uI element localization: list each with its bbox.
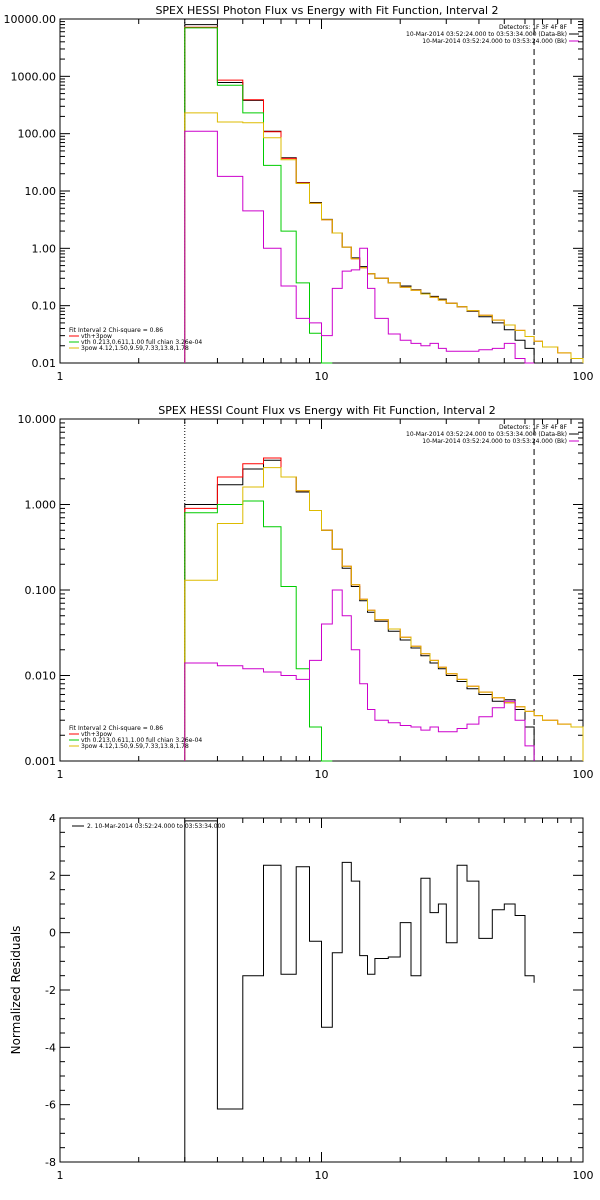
legend-entry: Fit Interval 2 Chi-square = 0.86 (69, 725, 163, 732)
legend-entry: Fit Interval 2 Chi-square = 0.86 (69, 327, 163, 334)
series-line-1 (184, 26, 584, 363)
legend-entry: Detectors: 1F 3F 4F 8F (499, 24, 568, 31)
legend-entry: 3pow 4.12,1.50,9.59,7.33,13.8,1.78 (81, 345, 189, 352)
y-tick-labels: 4 2 0 -2 -4 -6 -8 (45, 812, 56, 1169)
series-line-2 (184, 500, 333, 762)
panel-title: SPEX HESSI Count Flux vs Energy with Fit… (158, 404, 495, 417)
y-tick-label: 10000.00 (4, 13, 57, 26)
legend-entry: Detectors: 1F 3F 4F 8F (499, 424, 568, 431)
y-tick-label: 0.10 (32, 300, 57, 313)
residuals-panel: Normalized Residuals 420-2-4-6-8 1 10 100 … (9, 812, 594, 1182)
series-line-4 (184, 589, 535, 761)
x-tick-label: 100 (573, 768, 594, 781)
x-tick-label: 100 (573, 370, 594, 383)
y-tick-label: -4 (45, 1041, 56, 1054)
series-line-0 (184, 24, 535, 363)
y-tick-label: 0.001 (25, 755, 57, 768)
x-tick-label: 1 (57, 768, 64, 781)
x-tick-label: 100 (573, 1169, 594, 1182)
y-tick-labels: 10000.00 1000.00 100.00 10.00 1.00 0.10 0.01 (4, 13, 57, 370)
series-line-2 (184, 27, 333, 364)
y-axis-label: Normalized Residuals (9, 926, 23, 1055)
series-line-3 (184, 112, 584, 363)
y-tick-labels: 10.000 1.000 0.100 0.010 0.001 (18, 413, 57, 768)
x-tick-label: 10 (315, 370, 329, 383)
legend-entry: 10-Mar-2014 03:52:24.000 to 03:53:34.000… (406, 431, 567, 438)
y-tick-label: 1.00 (32, 242, 57, 255)
series-line-0 (184, 820, 535, 1162)
panel-title: SPEX HESSI Photon Flux vs Energy with Fi… (155, 4, 498, 17)
x-tick-labels: 1 10 100 (57, 768, 594, 781)
y-tick-label: 10.000 (18, 413, 57, 426)
legend-entry: vth+3pow (81, 333, 112, 340)
legend-entry: vth 0.213,0.611,1.00 full chian 3.26e-04 (81, 737, 202, 744)
legend-entry: 10-Mar-2014 03:52:24.000 to 03:53:24.000… (422, 38, 567, 45)
y-tick-label: 1000.00 (11, 70, 57, 83)
x-tick-labels: 1 10 100 (57, 370, 594, 383)
series-layer (184, 24, 584, 364)
legend-entry: vth+3pow (81, 731, 112, 738)
series-line-0 (184, 459, 535, 761)
legend-entry: 10-Mar-2014 03:52:24.000 to 03:53:34.000… (406, 31, 567, 38)
series-line-4 (184, 130, 535, 364)
legend-entry: 3pow 4.12,1.50,9.59,7.33,13.8,1.78 (81, 743, 189, 750)
legend-bottom: Fit Interval 2 Chi-square = 0.86vth+3pow… (69, 327, 202, 352)
series-line-1 (184, 457, 584, 761)
legend-bottom: Fit Interval 2 Chi-square = 0.86vth+3pow… (69, 725, 202, 750)
y-tick-label: 0 (49, 927, 56, 940)
reference-lines (184, 19, 535, 363)
legend-entry: vth 0.213,0.611,1.00 full chian 3.26e-04 (81, 339, 202, 346)
x-tick-label: 10 (315, 768, 329, 781)
x-tick-label: 10 (315, 1169, 329, 1182)
plot-frame (59, 18, 584, 364)
y-tick-label: -2 (45, 984, 56, 997)
y-tick-label: 2 (49, 869, 56, 882)
y-tick-label: 0.010 (25, 670, 57, 683)
y-tick-label: 1.000 (25, 499, 57, 512)
series-layer (184, 820, 535, 1162)
legend-entry: 10-Mar-2014 03:52:24.000 to 03:53:24.000… (422, 438, 567, 445)
y-tick-label: -6 (45, 1099, 56, 1112)
plot-frame (59, 418, 584, 762)
legend-entry: 2. 10-Mar-2014 03:52:24.000 to 03:53:34.… (87, 823, 225, 830)
x-tick-label: 1 (57, 1169, 64, 1182)
series-line-3 (184, 467, 584, 761)
tick-marks (59, 418, 584, 762)
series-layer (184, 457, 584, 762)
y-tick-label: 100.00 (18, 128, 57, 141)
y-tick-label: 10.00 (25, 185, 57, 198)
legend-top: 2. 10-Mar-2014 03:52:24.000 to 03:53:34.… (72, 823, 225, 830)
count-flux-panel: SPEX HESSI Count Flux vs Energy with Fit… (18, 404, 594, 781)
y-tick-label: 4 (49, 812, 56, 825)
y-tick-label: 0.100 (25, 584, 57, 597)
y-tick-label: 0.01 (32, 357, 57, 370)
x-tick-labels: 1 10 100 (57, 1169, 594, 1182)
photon-flux-panel: SPEX HESSI Photon Flux vs Energy with Fi… (4, 4, 594, 383)
x-tick-label: 1 (57, 370, 64, 383)
y-tick-label: -8 (45, 1156, 56, 1169)
tick-marks (59, 18, 584, 364)
